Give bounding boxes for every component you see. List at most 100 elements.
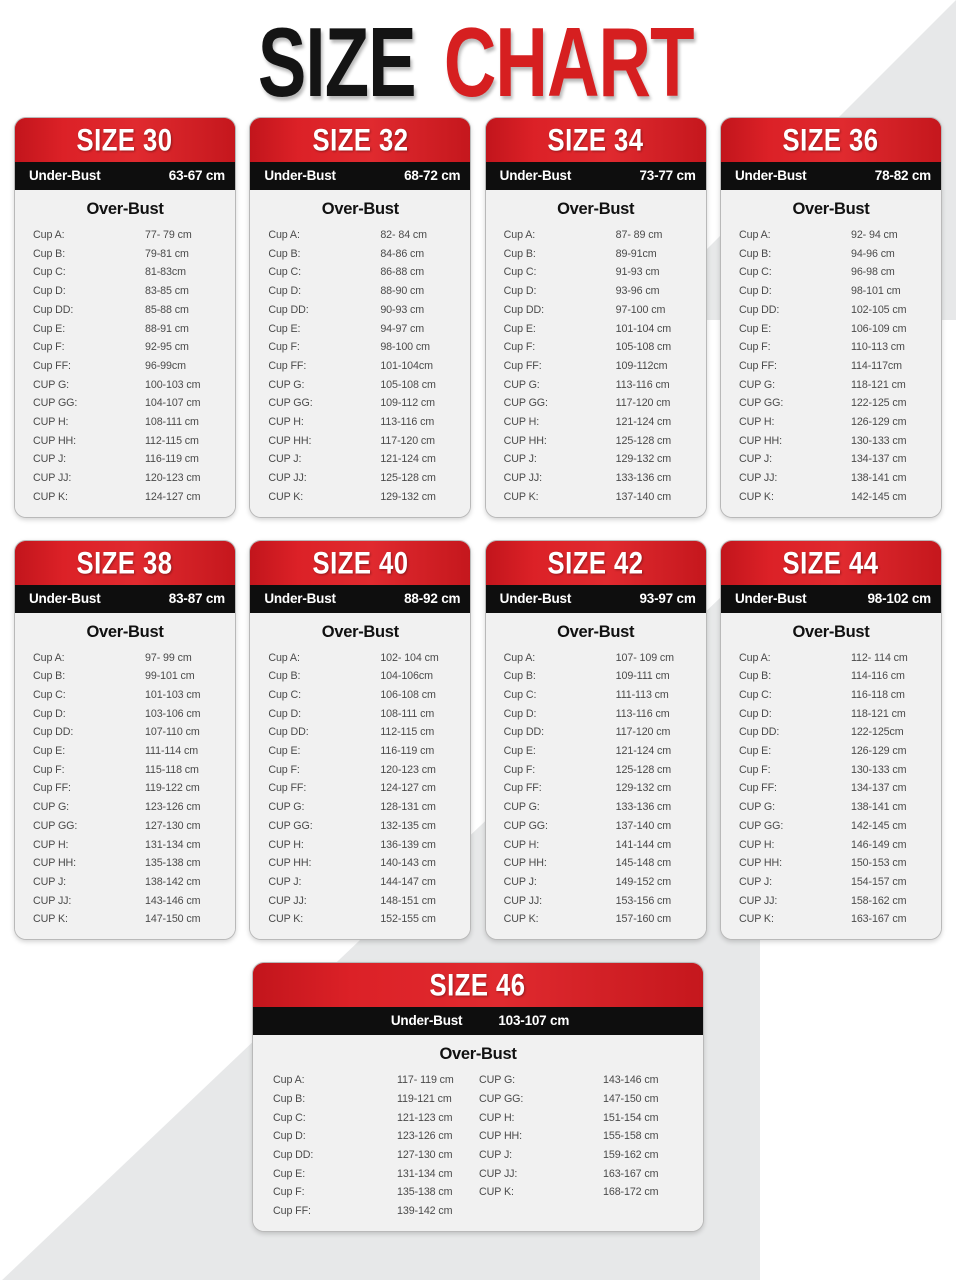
under-bust-bar: Under-Bust 78-82 cm — [720, 162, 941, 190]
cup-label: CUP G: — [503, 801, 540, 814]
size-card-body: Over-Bust Cup A: 92- 94 cm Cup B: 94-96 cm Cu… — [720, 190, 941, 517]
cup-label: Cup E: — [273, 1167, 306, 1180]
measurement-row: Cup F: 98-100 cm — [268, 338, 454, 357]
over-bust-heading: Over-Bust — [557, 200, 635, 218]
cup-measurement-value: 120-123 cm — [380, 763, 436, 776]
cup-measurement-value: 119-122 cm — [145, 782, 200, 795]
cup-measurement-value: 111-113 cm — [615, 688, 669, 701]
cup-measurement-value: 130-133 cm — [850, 434, 907, 447]
measurement-row: Cup FF: 134-137 cm — [739, 779, 925, 798]
cup-label: CUP G: — [738, 378, 776, 391]
size-card-title: SIZE 38 — [76, 545, 173, 580]
cup-measurement-value: 138-141 cm — [850, 472, 907, 485]
cup-measurement-value: 127-130 cm — [145, 819, 201, 832]
cup-measurement-value: 163-167 cm — [850, 913, 907, 926]
cup-label: Cup D: — [268, 285, 301, 298]
measurement-row: Cup FF: 101-104cm — [268, 357, 454, 376]
cup-measurement-value: 138-141 cm — [850, 801, 907, 814]
cup-measurement-value: 111-114 cm — [145, 745, 199, 758]
over-bust-heading: Over-Bust — [86, 200, 164, 218]
cup-measurement-value: 153-156 cm — [615, 894, 672, 907]
page-title: SIZE CHART — [14, 0, 942, 117]
measurement-row: CUP JJ: 125-128 cm — [268, 469, 454, 488]
cup-measurement-value: 114-116 cm — [850, 670, 905, 683]
cup-measurement-value: 109-112 cm — [380, 397, 435, 410]
cup-label: Cup D: — [33, 707, 66, 720]
under-bust-label: Under-Bust — [499, 168, 572, 183]
cup-measurement-value: 118-121 cm — [850, 707, 906, 720]
cup-label: CUP H: — [33, 416, 69, 429]
cup-measurement-value: 126-129 cm — [850, 745, 907, 758]
measurement-row: Cup B: 119-121 cm — [273, 1090, 479, 1109]
cup-measurement-value: 89-91cm — [615, 247, 657, 260]
measurement-column-right: CUP G: 143-146 cm CUP GG: 147-150 cm CUP H: 1… — [479, 1071, 685, 1221]
cup-label: Cup B: — [503, 247, 536, 260]
under-bust-bar: Under-Bust 68-72 cm — [250, 162, 471, 190]
cup-label: CUP HH: — [33, 434, 77, 447]
measurement-row: Cup E: 94-97 cm — [268, 320, 454, 339]
cup-label: Cup A: — [268, 651, 300, 664]
measurement-row: Cup E: 111-114 cm — [33, 742, 219, 761]
cup-measurement-value: 106-108 cm — [380, 688, 436, 701]
cup-measurement-value: 118-121 cm — [850, 378, 906, 391]
measurement-row: CUP HH: 130-133 cm — [739, 432, 925, 451]
measurement-row: CUP H: 126-129 cm — [739, 413, 925, 432]
cup-label: CUP JJ: — [503, 894, 542, 907]
under-bust-value: 88-92 cm — [404, 590, 461, 606]
under-bust-value: 93-97 cm — [639, 590, 696, 606]
under-bust-label: Under-Bust — [390, 1013, 463, 1029]
cup-label: CUP HH: — [503, 434, 547, 447]
cup-measurement-value: 88-91 cm — [145, 322, 189, 335]
cup-measurement-value: 116-119 cm — [380, 745, 435, 758]
cup-measurement-value: 129-132 cm — [615, 782, 672, 795]
size-card-title: SIZE 40 — [312, 545, 409, 580]
over-bust-heading: Over-Bust — [792, 200, 870, 218]
measurement-row: Cup A: 77- 79 cm — [33, 226, 219, 245]
cup-label: Cup FF: — [273, 1205, 311, 1218]
cup-label: Cup B: — [503, 670, 536, 683]
under-bust-bar: Under-Bust 98-102 cm — [720, 584, 941, 613]
measurement-row: CUP K: 147-150 cm — [33, 910, 219, 929]
over-bust-heading: Over-Bust — [86, 622, 164, 641]
measurement-row: CUP GG: 127-130 cm — [33, 817, 219, 836]
under-bust-value: 63-67 cm — [168, 168, 225, 183]
cup-label: CUP JJ: — [268, 472, 307, 485]
cup-label: Cup DD: — [738, 303, 780, 316]
measurement-row: CUP J: 144-147 cm — [268, 873, 454, 892]
under-bust-bar: Under-Bust 63-67 cm — [15, 162, 235, 190]
cup-measurement-value: 103-106 cm — [145, 707, 201, 720]
measurement-rows: Cup A: 97- 99 cm Cup B: 99-101 cm Cup C: 101-… — [15, 649, 235, 930]
measurement-row: CUP G: 138-141 cm — [739, 798, 925, 817]
cup-label: Cup DD: — [33, 303, 74, 316]
cup-label: CUP HH: — [738, 857, 783, 870]
cup-measurement-value: 93-96 cm — [615, 285, 660, 298]
cup-measurement-value: 168-172 cm — [603, 1186, 659, 1199]
cup-label: CUP H: — [503, 838, 540, 851]
measurement-row: Cup DD: 112-115 cm — [268, 723, 454, 742]
cup-measurement-value: 98-101 cm — [850, 285, 901, 298]
cup-label: Cup F: — [738, 763, 771, 776]
measurement-row: CUP HH: 140-143 cm — [268, 854, 454, 873]
measurement-row: Cup DD: 117-120 cm — [504, 723, 690, 742]
measurement-row: CUP K: 137-140 cm — [504, 488, 690, 507]
cup-label: CUP J: — [33, 875, 67, 888]
cup-measurement-value: 117- 119 cm — [397, 1074, 454, 1087]
cup-label: Cup E: — [33, 745, 66, 758]
cup-measurement-value: 120-123 cm — [145, 472, 201, 485]
size-card-header: SIZE 44 — [720, 540, 941, 585]
cup-measurement-value: 107- 109 cm — [615, 651, 674, 664]
cup-measurement-value: 126-129 cm — [850, 416, 907, 429]
cup-label: CUP H: — [33, 838, 69, 851]
measurement-row: Cup FF: 129-132 cm — [504, 779, 690, 798]
measurement-row: Cup E: 121-124 cm — [504, 742, 690, 761]
measurement-row: CUP J: 116-119 cm — [33, 450, 219, 469]
cup-label: Cup A: — [273, 1074, 305, 1087]
size-card-row: SIZE 38 Under-Bust 83-87 cm Over-Bust Cup A:… — [14, 539, 942, 941]
cup-label: Cup C: — [268, 266, 301, 279]
cup-label: Cup B: — [33, 670, 66, 683]
size-card-title: SIZE 36 — [782, 122, 879, 158]
measurement-row: Cup FF: 114-117cm — [739, 357, 925, 376]
cup-label: CUP K: — [738, 913, 774, 926]
measurement-row: Cup DD: 122-125cm — [739, 723, 925, 742]
measurement-row: CUP HH: 150-153 cm — [739, 854, 925, 873]
